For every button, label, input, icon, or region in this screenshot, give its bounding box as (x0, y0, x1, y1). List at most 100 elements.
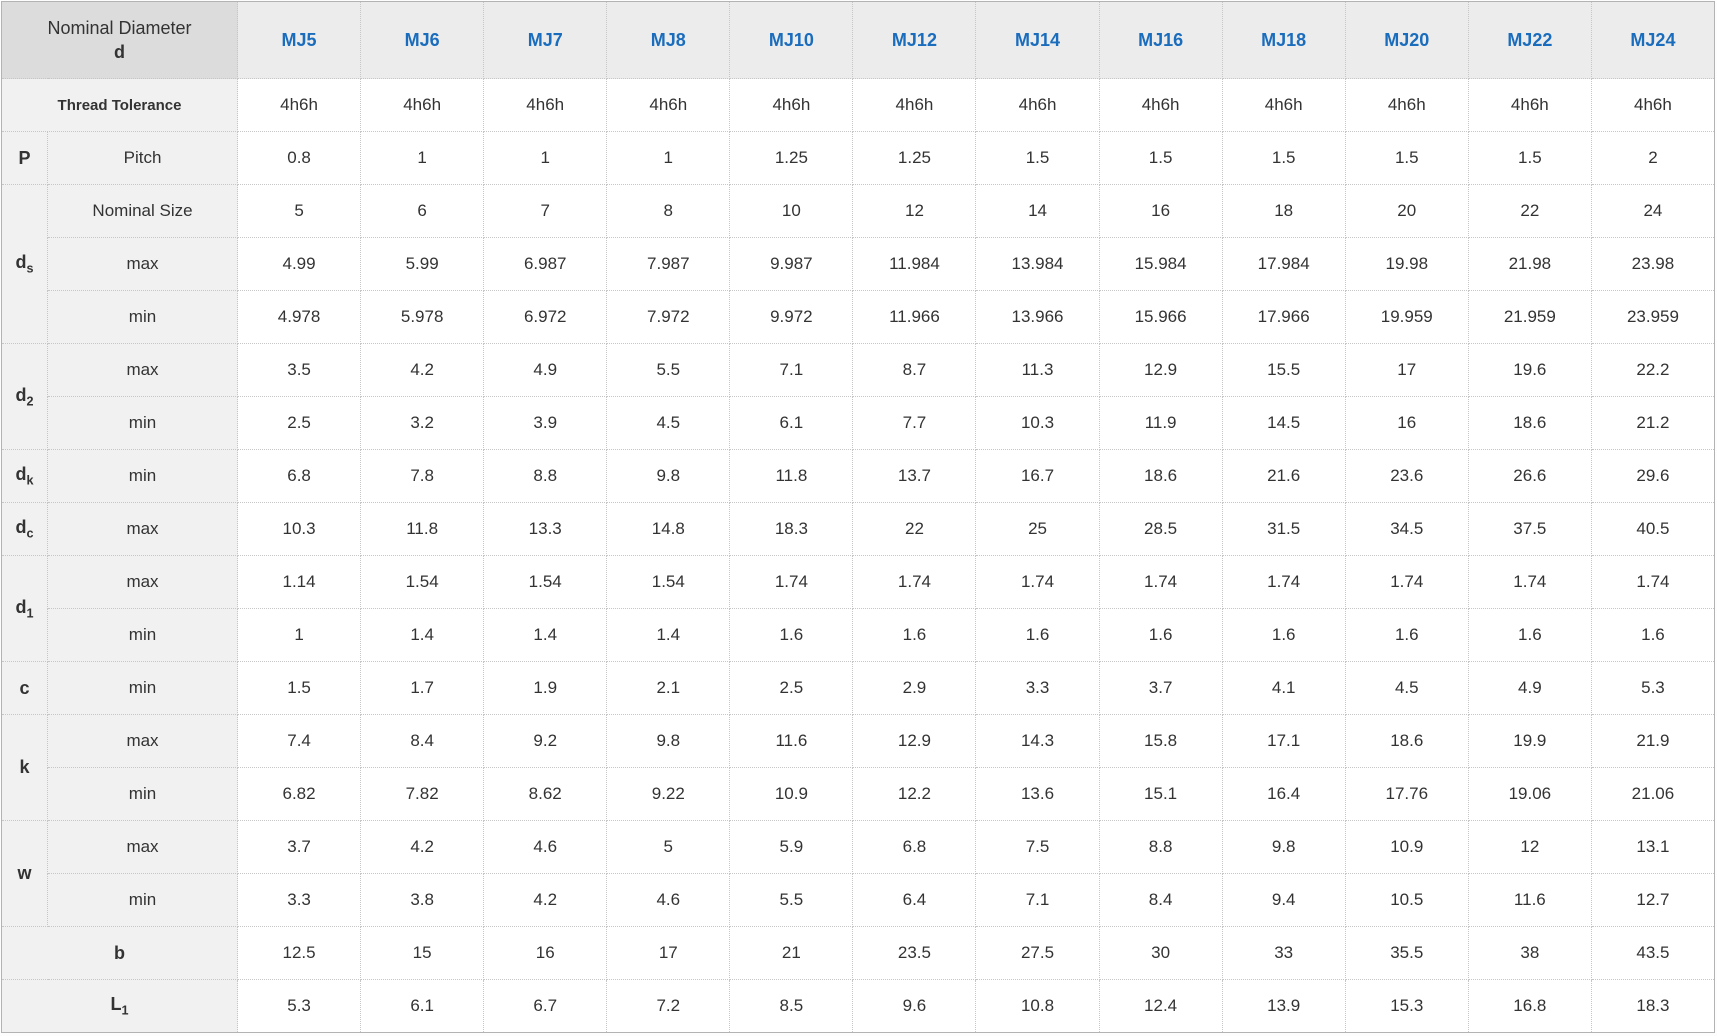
cell: 19.959 (1344, 290, 1469, 344)
cell: 8.4 (360, 714, 485, 768)
cell: 23.98 (1590, 237, 1716, 291)
table-body: Thread Tolerance 4h6h 4h6h 4h6h 4h6h 4h6h 4h6h… (0, 78, 1716, 1033)
table-row: min 6.82 7.82 8.62 9.22 10.9 12.2 13.6 15.1 16.4 1… (2, 767, 1716, 821)
cell: 6.8 (237, 449, 362, 503)
cell: 8.62 (483, 767, 608, 821)
cell: 37.5 (1467, 502, 1592, 556)
cell: 21.6 (1221, 449, 1346, 503)
cell: 9.8 (606, 449, 731, 503)
cell: 3.2 (360, 396, 485, 450)
cell: 4h6h (729, 78, 854, 132)
cell: 3.7 (1098, 661, 1223, 715)
cell: 2.9 (852, 661, 977, 715)
cell: 22.2 (1590, 343, 1716, 397)
cell: 23.6 (1344, 449, 1469, 503)
cell: 35.5 (1344, 926, 1469, 980)
cell: 21.2 (1590, 396, 1716, 450)
cell: 5.5 (606, 343, 731, 397)
cell: 11.8 (729, 449, 854, 503)
cell: 1.74 (1590, 555, 1716, 609)
cell: 12.2 (852, 767, 977, 821)
cell: 5.9 (729, 820, 854, 874)
cell: 14.5 (1221, 396, 1346, 450)
cell: 34.5 (1344, 502, 1469, 556)
table-row: k max 7.4 8.4 9.2 9.8 11.6 12.9 14.3 15.8 17.1 18.6… (1, 714, 1716, 821)
cell: 10.9 (729, 767, 854, 821)
cell: 1.4 (483, 608, 608, 662)
cell: 10.5 (1344, 873, 1469, 927)
cell: 15.3 (1344, 979, 1469, 1033)
cell: 7 (483, 184, 608, 238)
cell: 4h6h (1098, 78, 1223, 132)
table-row: d1 max 1.14 1.54 1.54 1.54 1.74 1.74 1.74 1.74 1.7… (1, 555, 1716, 662)
cell: 12.9 (852, 714, 977, 768)
cell: 19.6 (1467, 343, 1592, 397)
cell: 16.4 (1221, 767, 1346, 821)
cell: 4h6h (975, 78, 1100, 132)
cell: 1.74 (1098, 555, 1223, 609)
cell: 21.06 (1590, 767, 1716, 821)
cell: 1.74 (975, 555, 1100, 609)
cell: 17.1 (1221, 714, 1346, 768)
cell: 4.9 (483, 343, 608, 397)
cell: 4h6h (360, 78, 485, 132)
cell: 28.5 (1098, 502, 1223, 556)
cell: 18.3 (729, 502, 854, 556)
cell: 9.8 (606, 714, 731, 768)
cell: 3.9 (483, 396, 608, 450)
cell: 4h6h (1590, 78, 1716, 132)
cell: 9.6 (852, 979, 977, 1033)
cell: 1.5 (237, 661, 362, 715)
cell: 11.6 (729, 714, 854, 768)
cell: 14 (975, 184, 1100, 238)
corner-header-title: Nominal Diameter (47, 17, 192, 38)
cell: 6.1 (360, 979, 485, 1033)
cell: 15.966 (1098, 290, 1223, 344)
row-label: min (46, 290, 239, 344)
cell: 10.9 (1344, 820, 1469, 874)
cell: 8.4 (1098, 873, 1223, 927)
cell: 12.5 (237, 926, 362, 980)
cell: 12 (1467, 820, 1592, 874)
cell: 15.1 (1098, 767, 1223, 821)
row-label-thread-tolerance: Thread Tolerance (0, 78, 239, 132)
table-row: min 1 1.4 1.4 1.4 1.6 1.6 1.6 1.6 1.6 1.6 1.6 1.6 (2, 608, 1716, 662)
cell: 4.6 (606, 873, 731, 927)
cell: 4.1 (1221, 661, 1346, 715)
table-row: ds Nominal Size 5 6 7 8 10 12 14 16 18 20 22 24 (1, 184, 1716, 344)
column-header-mj10: MJ10 (729, 1, 854, 79)
cell: 1.54 (606, 555, 731, 609)
cell: 1.5 (1344, 131, 1469, 185)
cell: 23.959 (1590, 290, 1716, 344)
cell: 0.8 (237, 131, 362, 185)
cell: 31.5 (1221, 502, 1346, 556)
cell: 6.4 (852, 873, 977, 927)
cell: 11.3 (975, 343, 1100, 397)
row-label: min (46, 608, 239, 662)
row-label: max (46, 237, 239, 291)
cell: 7.5 (975, 820, 1100, 874)
cell: 8.7 (852, 343, 977, 397)
cell: 5 (237, 184, 362, 238)
cell: 4.9 (1467, 661, 1592, 715)
cell: 7.972 (606, 290, 731, 344)
cell: 1.6 (1344, 608, 1469, 662)
cell: 13.3 (483, 502, 608, 556)
cell: 20 (1344, 184, 1469, 238)
cell: 7.1 (975, 873, 1100, 927)
table-row: L1 5.3 6.1 6.7 7.2 8.5 9.6 10.8 12.4 13.9 15.3 16.8… (0, 979, 1716, 1033)
cell: 4h6h (1344, 78, 1469, 132)
group-label-k: k (1, 714, 48, 821)
cell: 1.9 (483, 661, 608, 715)
cell: 4h6h (237, 78, 362, 132)
cell: 11.8 (360, 502, 485, 556)
cell: 18.6 (1344, 714, 1469, 768)
cell: 1.74 (1221, 555, 1346, 609)
table-row: dc max 10.3 11.8 13.3 14.8 18.3 22 25 28.5 31.5 34.… (1, 502, 1716, 556)
cell: 5.99 (360, 237, 485, 291)
cell: 8.8 (1098, 820, 1223, 874)
cell: 3.3 (237, 873, 362, 927)
cell: 1 (483, 131, 608, 185)
cell: 21.98 (1467, 237, 1592, 291)
cell: 10.8 (975, 979, 1100, 1033)
